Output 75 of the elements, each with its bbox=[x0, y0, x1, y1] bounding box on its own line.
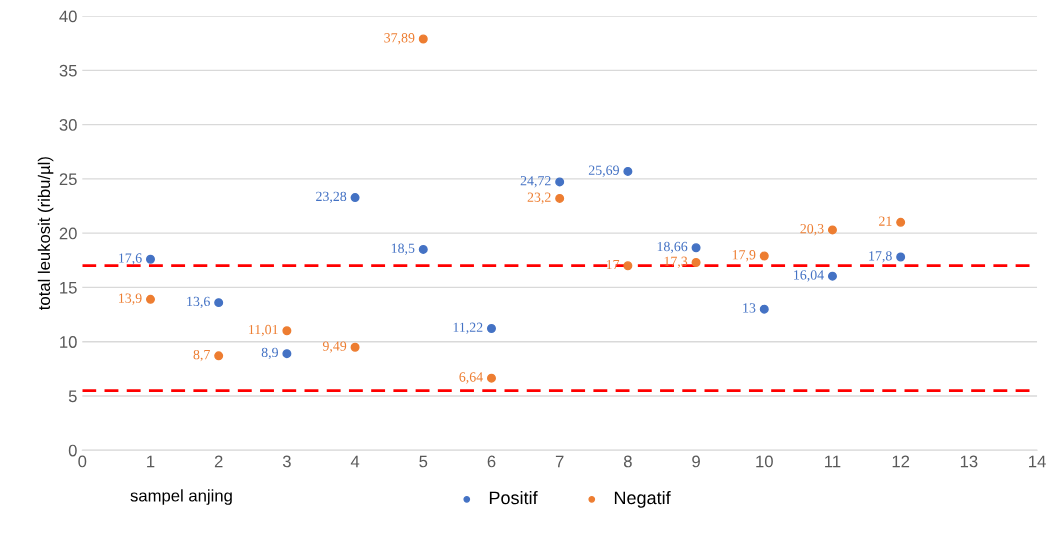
point bbox=[486, 373, 496, 383]
data-label: 9,49 bbox=[322, 341, 347, 353]
x-tick-label: 0 bbox=[78, 455, 87, 468]
point bbox=[214, 351, 224, 361]
point bbox=[759, 304, 769, 314]
data-label: 16,04 bbox=[794, 270, 824, 282]
data-label: 13,9 bbox=[119, 293, 142, 305]
y-tick-label: 40 bbox=[59, 10, 77, 23]
x-tick-label: 14 bbox=[1029, 455, 1046, 468]
data-label: 37,89 bbox=[384, 33, 415, 45]
data-label: 13 bbox=[743, 303, 756, 313]
point bbox=[623, 261, 633, 271]
point bbox=[282, 326, 292, 336]
point bbox=[486, 323, 496, 333]
point bbox=[214, 298, 224, 308]
data-label: 17,9 bbox=[732, 250, 756, 262]
x-tick-label: 4 bbox=[350, 455, 360, 468]
data-label: 18,66 bbox=[657, 241, 688, 254]
data-label: 20,3 bbox=[800, 224, 824, 236]
data-label: 21 bbox=[879, 216, 892, 226]
point bbox=[418, 244, 428, 254]
x-tick-label: 7 bbox=[555, 455, 564, 468]
data-label: 17 bbox=[606, 259, 620, 270]
point bbox=[418, 34, 428, 44]
point bbox=[827, 225, 837, 235]
point bbox=[896, 217, 906, 227]
data-label: 11,01 bbox=[249, 324, 278, 337]
point bbox=[555, 177, 565, 187]
x-tick-label: 10 bbox=[756, 455, 773, 468]
x-tick-label: 12 bbox=[892, 455, 910, 468]
data-label: 17,8 bbox=[869, 251, 892, 263]
point bbox=[691, 257, 701, 267]
point bbox=[145, 254, 155, 264]
point bbox=[759, 251, 769, 261]
data-label: 25,69 bbox=[588, 165, 619, 177]
data-label: 18,5 bbox=[391, 243, 415, 255]
data-label: 23,28 bbox=[316, 191, 347, 204]
point bbox=[350, 342, 360, 352]
data-label: 17,6 bbox=[119, 253, 142, 265]
x-tick-label: 13 bbox=[960, 455, 978, 468]
data-label: 23,2 bbox=[527, 192, 551, 204]
data-label: 8,9 bbox=[261, 347, 278, 360]
y-tick-label: 0 bbox=[68, 444, 77, 457]
point bbox=[282, 349, 292, 359]
legend-label: Positif bbox=[489, 490, 538, 505]
x-tick-label: 5 bbox=[419, 455, 428, 468]
point bbox=[350, 193, 360, 203]
point bbox=[896, 252, 906, 262]
x-tick-label: 3 bbox=[282, 455, 291, 468]
point bbox=[691, 243, 701, 253]
x-tick-label: 1 bbox=[147, 455, 155, 468]
x-tick-label: 11 bbox=[825, 455, 841, 468]
y-tick-label: 15 bbox=[60, 282, 77, 294]
point bbox=[145, 294, 155, 304]
data-label: 13,6 bbox=[187, 296, 210, 309]
y-tick-label: 10 bbox=[60, 336, 77, 348]
y-tick-label: 30 bbox=[59, 119, 77, 131]
data-label: 11,22 bbox=[453, 322, 483, 334]
x-tick-label: 8 bbox=[623, 455, 632, 468]
y-tick-label: 25 bbox=[59, 173, 77, 186]
point bbox=[827, 271, 837, 281]
x-axis-title: sampel anjing bbox=[130, 489, 232, 505]
y-tick-label: 35 bbox=[59, 64, 77, 77]
y-tick-label: 20 bbox=[59, 227, 77, 240]
x-tick-label: 2 bbox=[214, 455, 223, 468]
x-tick-label: 6 bbox=[487, 455, 496, 468]
y-tick-label: 5 bbox=[68, 390, 77, 403]
data-label: 24,72 bbox=[520, 176, 551, 188]
point bbox=[555, 193, 565, 203]
data-label: 8,7 bbox=[193, 349, 210, 362]
y-axis-title: total leukosit (ribu/µl) bbox=[37, 157, 54, 310]
x-tick-label: 9 bbox=[692, 455, 700, 468]
legend-label: Negatif bbox=[614, 490, 671, 508]
point bbox=[623, 166, 633, 176]
data-label: 6,64 bbox=[459, 372, 483, 384]
